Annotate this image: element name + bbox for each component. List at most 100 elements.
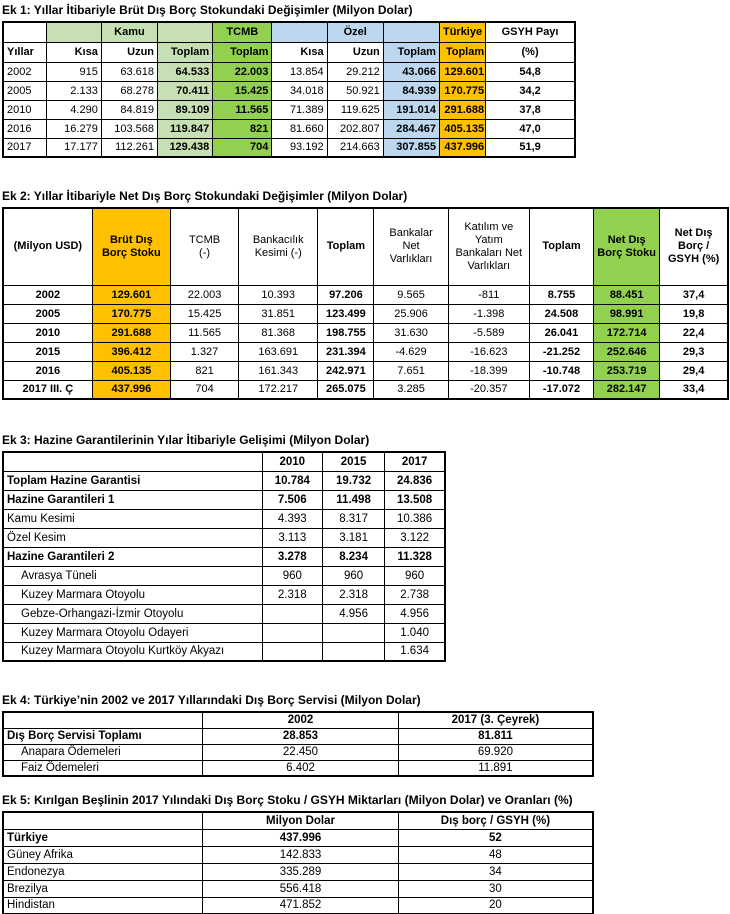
cell: 4.290 — [45, 99, 102, 120]
table-row: (Milyon USD) Brüt Dış Borç Stoku TCMB (-… — [2, 207, 729, 286]
ek1-header-tcmb: TCMB — [212, 21, 273, 43]
cell: 7.651 — [373, 360, 449, 381]
cell: 37,8 — [485, 99, 576, 120]
cell: -5.589 — [447, 322, 530, 343]
cell: 556.418 — [202, 879, 399, 898]
cell: 960 — [384, 565, 446, 586]
ek1-header-toplam: Toplam — [212, 41, 273, 63]
cell: 1.327 — [169, 341, 240, 362]
table-row: Milyon Dolar Dış borç / GSYH (%) — [2, 811, 594, 830]
cell: 242.971 — [317, 360, 375, 381]
table-row: Yıllar Kısa Uzun Toplam Toplam Kısa Uzun… — [2, 41, 576, 63]
cell: 31.630 — [373, 322, 449, 343]
cell: 29.212 — [326, 61, 384, 82]
cell: 704 — [169, 379, 240, 400]
cell: 64.533 — [157, 61, 214, 82]
table-row: Türkiye 437.996 52 — [2, 828, 594, 847]
row-label: Kuzey Marmara Otoyolu Odayeri — [2, 622, 263, 643]
ek1-header-ozel: Özel — [326, 21, 384, 43]
table-row: Hazine Garantileri 1 7.506 11.498 13.508 — [2, 489, 446, 510]
table-row: Kamu Kesimi 4.393 8.317 10.386 — [2, 508, 446, 529]
ek3-header-2017: 2017 — [384, 451, 446, 472]
cell: 821 — [169, 360, 240, 381]
cell: 19.732 — [321, 470, 386, 491]
cell: 22.450 — [202, 743, 399, 761]
cell: 29,3 — [659, 341, 729, 362]
table-row: 2017 III. Ç 437.996 704 172.217 265.075 … — [2, 379, 729, 400]
cell: 2005 — [2, 303, 93, 324]
row-label: Kuzey Marmara Otoyolu — [2, 584, 263, 605]
cell: 98.991 — [593, 303, 661, 324]
row-label: Türkiye — [2, 828, 204, 847]
cell — [261, 622, 323, 643]
table-row: Avrasya Tüneli 960 960 960 — [2, 565, 446, 586]
cell: 307.855 — [382, 137, 440, 158]
ek2-header-tcmb: TCMB (-) — [169, 207, 240, 286]
cell: 47,0 — [485, 118, 576, 139]
cell: 15.425 — [169, 303, 240, 324]
cell: 471.852 — [202, 896, 399, 914]
cell: 161.343 — [238, 360, 319, 381]
cell: 291.688 — [438, 99, 487, 120]
table-row: 2015 396.412 1.327 163.691 231.394 -4.62… — [2, 341, 729, 362]
ek1-header-kisa: Kısa — [271, 41, 328, 63]
cell: 8.755 — [528, 284, 595, 305]
cell — [271, 21, 328, 43]
cell: 10.393 — [238, 284, 319, 305]
ek2-header-katilim: Katılım ve Yatım Bankaları Net Varlıklar… — [447, 207, 530, 286]
cell: 11.565 — [212, 99, 273, 120]
row-label: Özel Kesim — [2, 527, 263, 548]
table-row: Güney Afrika 142.833 48 — [2, 845, 594, 864]
ek5-title: Ek 5: Kırılgan Beşlinin 2017 Yılındaki D… — [2, 793, 573, 807]
table-row: Kamu TCMB Özel Türkiye GSYH Payı — [2, 21, 576, 43]
cell: 71.389 — [271, 99, 328, 120]
table-row: 2005 170.775 15.425 31.851 123.499 25.90… — [2, 303, 729, 324]
cell: -18.399 — [447, 360, 530, 381]
cell: 84.819 — [100, 99, 159, 120]
table-row: Faiz Ödemeleri 6.402 11.891 — [2, 759, 594, 777]
ek4-header-2002: 2002 — [202, 711, 399, 729]
cell: 15.425 — [212, 80, 273, 101]
cell: 29,4 — [659, 360, 729, 381]
row-label: Hindistan — [2, 896, 204, 914]
cell: 31.851 — [238, 303, 319, 324]
row-label: Toplam Hazine Garantisi — [2, 470, 263, 491]
cell: 84.939 — [382, 80, 440, 101]
ek1-header-uzun: Uzun — [100, 41, 159, 63]
cell: 68.278 — [100, 80, 159, 101]
table-row: Kuzey Marmara Otoyolu 2.318 2.318 2.738 — [2, 584, 446, 605]
ek1-header-kamu: Kamu — [100, 21, 159, 43]
ek2-header-net-gsyh: Net Dış Borç / GSYH (%) — [659, 207, 729, 286]
cell: 2.318 — [321, 584, 386, 605]
cell: -10.748 — [528, 360, 595, 381]
cell: 3.113 — [261, 527, 323, 548]
ek1-header-pct: (%) — [485, 41, 576, 63]
table-row: 2002 915 63.618 64.533 22.003 13.854 29.… — [2, 61, 576, 82]
cell: -20.357 — [447, 379, 530, 400]
cell: 2017 III. Ç — [2, 379, 93, 400]
row-label: Anapara Ödemeleri — [2, 743, 204, 761]
cell: 2015 — [2, 341, 93, 362]
table-row: 2016 16.279 103.568 119.847 821 81.660 2… — [2, 118, 576, 139]
row-label: Hazine Garantileri 1 — [2, 489, 263, 510]
ek1-header-gsyh-payi: GSYH Payı — [485, 21, 576, 43]
cell: 3.122 — [384, 527, 446, 548]
cell: 112.261 — [100, 137, 159, 158]
ek5-header-milyon-dolar: Milyon Dolar — [202, 811, 399, 830]
cell: 142.833 — [202, 845, 399, 864]
cell: 2017 — [2, 137, 47, 158]
cell: 265.075 — [317, 379, 375, 400]
cell: 81.811 — [397, 727, 594, 745]
cell: 8.317 — [321, 508, 386, 529]
cell — [321, 622, 386, 643]
cell: 3.278 — [261, 546, 323, 567]
table-row: Kuzey Marmara Otoyolu Kurtköy Akyazı 1.6… — [2, 641, 446, 662]
cell: 11.498 — [321, 489, 386, 510]
cell: 191.014 — [382, 99, 440, 120]
cell: 119.847 — [157, 118, 214, 139]
cell: 69.920 — [397, 743, 594, 761]
ek2-header-bankalar-net: Bankalar Net Varlıkları — [373, 207, 449, 286]
cell: 960 — [321, 565, 386, 586]
ek4-table: 2002 2017 (3. Çeyrek) Dış Borç Servisi T… — [2, 711, 594, 777]
cell: -4.629 — [373, 341, 449, 362]
